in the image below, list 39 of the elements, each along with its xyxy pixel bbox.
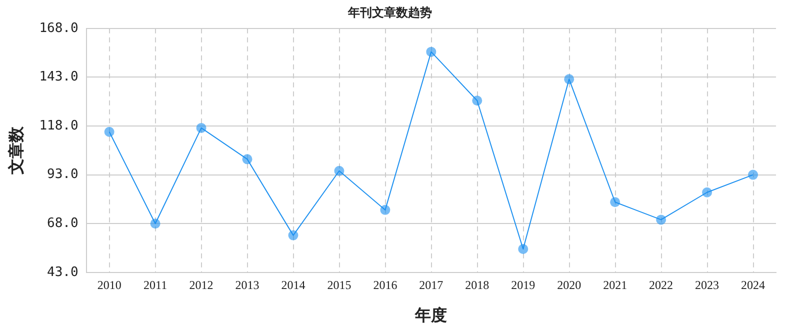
point (242, 154, 252, 164)
point (564, 74, 574, 84)
point (380, 204, 390, 215)
y-tick-label: 118.0 (39, 118, 78, 134)
point (150, 218, 160, 229)
x-tick-label: 2023 (695, 278, 720, 292)
x-tick-label: 2024 (741, 278, 766, 292)
y-tick-label: 93.0 (47, 167, 78, 182)
x-tick-label: 2021 (603, 278, 628, 292)
point (472, 96, 482, 106)
x-tick-label: 2012 (189, 278, 214, 292)
x-tick-label: 2015 (327, 278, 352, 292)
point (288, 230, 298, 240)
y-tick-label: 143.0 (39, 70, 78, 85)
x-tick-label: 2016 (373, 278, 398, 292)
x-tick-label: 2010 (97, 278, 122, 292)
point (518, 244, 528, 254)
x-axis-title: 年度 (414, 306, 448, 325)
x-tick-label: 2022 (649, 278, 674, 292)
y-axis-title: 文章数 (8, 125, 26, 176)
x-tick-label: 2018 (465, 278, 490, 292)
point (104, 126, 114, 137)
x-tick-label: 2011 (144, 278, 168, 292)
point (334, 166, 344, 176)
y-tick-label: 43.0 (47, 264, 78, 280)
x-tick-label: 2020 (557, 278, 582, 292)
point (610, 197, 620, 208)
x-tick-label: 2014 (281, 278, 306, 292)
point (426, 46, 436, 57)
y-tick-label: 68.0 (47, 216, 78, 231)
point (748, 170, 758, 180)
point (702, 187, 712, 198)
point (656, 214, 666, 225)
x-tick-label: 2019 (511, 278, 536, 292)
x-tick-label: 2013 (235, 278, 260, 292)
point (196, 122, 206, 133)
y-tick-label: 168.0 (39, 20, 78, 36)
chart-title: 年刊文章数趋势 (347, 5, 432, 20)
x-tick-label: 2017 (419, 278, 444, 292)
